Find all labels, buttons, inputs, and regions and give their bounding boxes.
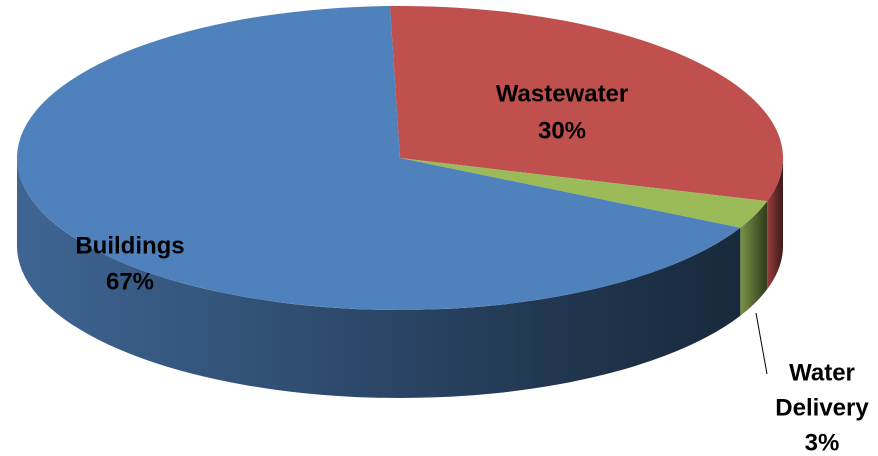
slice-name-label-water-delivery: Water bbox=[789, 359, 855, 386]
slice-value-label-wastewater: 30% bbox=[538, 117, 586, 144]
water-delivery-leader-line bbox=[755, 312, 768, 375]
slice-value-label-water-delivery: 3% bbox=[805, 429, 840, 456]
slice-value-label-buildings: 67% bbox=[106, 268, 154, 295]
pie-side-water-delivery bbox=[740, 201, 768, 316]
slice-name-label-wastewater: Wastewater bbox=[496, 80, 629, 107]
pie-slice-buildings bbox=[16, 6, 741, 310]
pie-side-wastewater bbox=[767, 158, 783, 290]
pie-side-buildings bbox=[17, 158, 741, 398]
pie-slice-wastewater bbox=[389, 5, 784, 202]
pie-slice-water-delivery bbox=[400, 158, 768, 228]
slice-name-label-buildings: Buildings bbox=[75, 232, 184, 259]
slice-name-label-water-delivery: Delivery bbox=[775, 394, 869, 421]
